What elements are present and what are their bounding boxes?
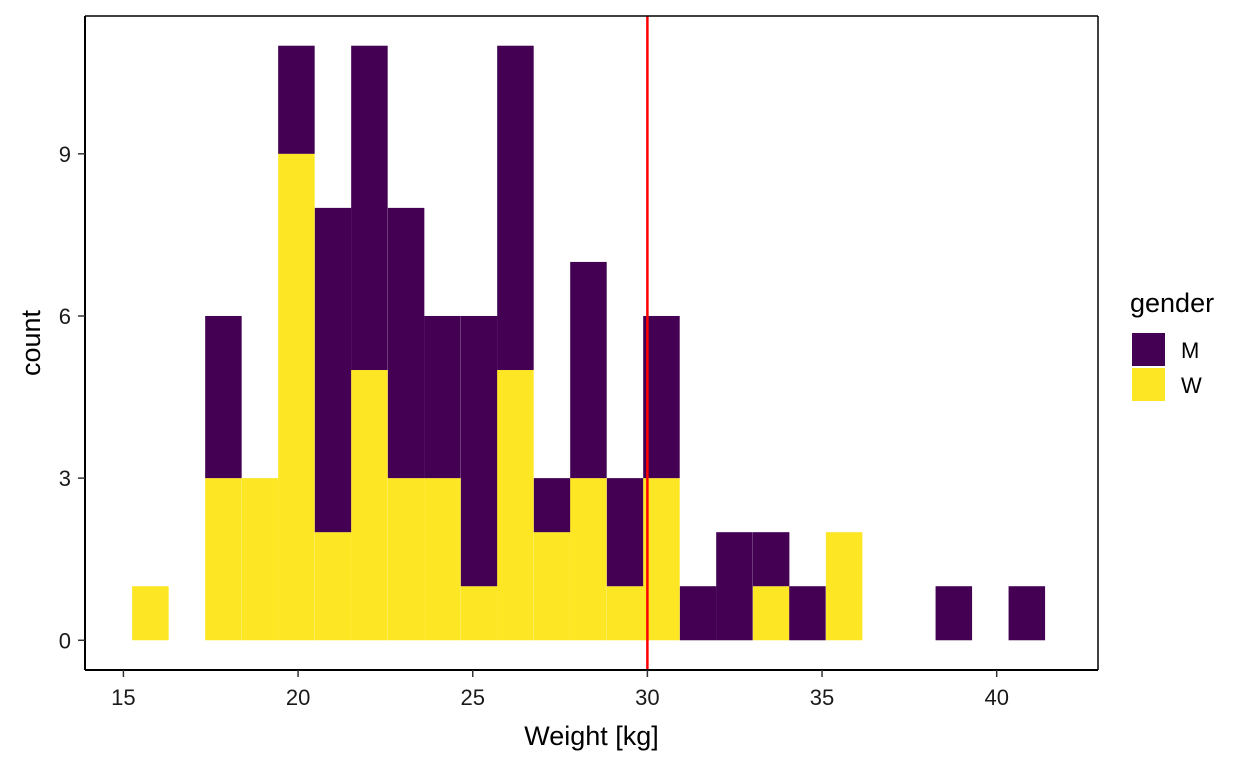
bar-M-3 <box>278 45 315 154</box>
bar-M-14 <box>679 586 717 641</box>
bar-M-12 <box>606 478 644 587</box>
y-tick-label: 0 <box>59 628 71 653</box>
bar-W-16 <box>752 586 790 641</box>
bar-W-4 <box>314 532 352 641</box>
legend-key-M <box>1132 333 1165 366</box>
bar-W-11 <box>570 478 607 641</box>
bar-W-2 <box>241 478 279 641</box>
bar-M-20 <box>1008 586 1046 641</box>
y-axis-ticks: 0 3 6 9 <box>59 142 85 653</box>
bar-W-13 <box>643 478 680 641</box>
bar-M-11 <box>570 261 607 479</box>
bar-W-0 <box>132 586 169 641</box>
x-axis-ticks: 15 20 25 30 35 40 <box>111 670 1009 710</box>
legend-items: MW <box>1132 333 1202 401</box>
bar-M-4 <box>314 207 352 533</box>
x-tick-label: 35 <box>810 685 834 710</box>
x-axis-title: Weight [kg] <box>524 721 659 751</box>
bar-M-10 <box>533 478 571 533</box>
bar-W-8 <box>460 586 498 641</box>
bar-W-1 <box>205 478 242 641</box>
bar-M-9 <box>497 45 534 371</box>
y-tick-label: 6 <box>59 304 71 329</box>
bar-W-18 <box>825 532 863 641</box>
bar-W-7 <box>424 478 461 641</box>
bar-W-5 <box>351 370 388 641</box>
legend-title: gender <box>1130 288 1214 318</box>
bar-W-12 <box>606 586 644 641</box>
y-axis-title: count <box>16 309 46 376</box>
legend-label-W: W <box>1181 373 1202 398</box>
bar-M-8 <box>460 315 498 587</box>
bars-layer <box>132 45 1046 641</box>
bar-M-17 <box>789 586 826 641</box>
bar-M-15 <box>716 532 753 641</box>
bar-M-16 <box>752 532 790 587</box>
x-tick-label: 25 <box>460 685 484 710</box>
legend-key-W <box>1132 368 1165 401</box>
bar-M-6 <box>387 207 425 479</box>
x-tick-label: 30 <box>635 685 659 710</box>
y-tick-label: 3 <box>59 466 71 491</box>
legend: gender MW <box>1130 288 1214 401</box>
bar-M-7 <box>424 315 461 479</box>
bar-W-3 <box>278 153 315 641</box>
bar-M-1 <box>205 315 242 479</box>
y-tick-label: 9 <box>59 142 71 167</box>
x-tick-label: 15 <box>111 685 135 710</box>
bar-M-5 <box>351 45 388 371</box>
bar-W-9 <box>497 370 534 641</box>
bar-W-6 <box>387 478 425 641</box>
x-tick-label: 20 <box>286 685 310 710</box>
legend-label-M: M <box>1181 338 1199 363</box>
bar-W-10 <box>533 532 571 641</box>
bar-M-13 <box>643 315 680 479</box>
bar-M-19 <box>935 586 973 641</box>
x-tick-label: 40 <box>984 685 1008 710</box>
